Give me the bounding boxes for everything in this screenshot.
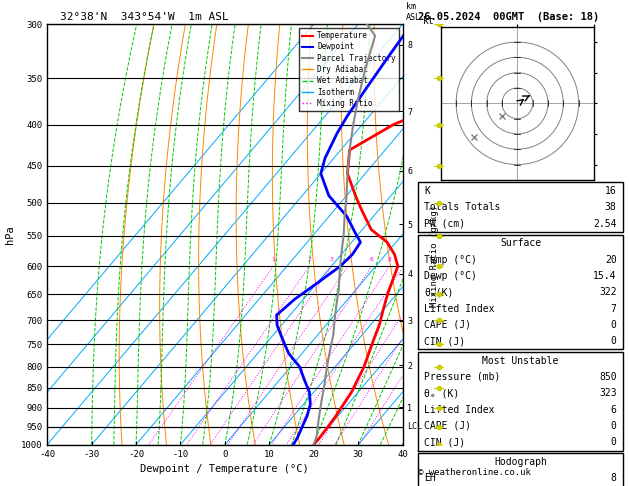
Text: Mixing Ratio (g/kg): Mixing Ratio (g/kg) bbox=[430, 205, 438, 307]
Text: 322: 322 bbox=[599, 287, 616, 297]
Text: 26.05.2024  00GMT  (Base: 18): 26.05.2024 00GMT (Base: 18) bbox=[418, 12, 599, 22]
Text: 16: 16 bbox=[605, 186, 616, 195]
Text: 6: 6 bbox=[611, 405, 616, 415]
Text: Hodograph: Hodograph bbox=[494, 457, 547, 467]
Text: Lifted Index: Lifted Index bbox=[425, 405, 495, 415]
X-axis label: Dewpoint / Temperature (°C): Dewpoint / Temperature (°C) bbox=[140, 464, 309, 474]
Text: θₑ(K): θₑ(K) bbox=[425, 287, 454, 297]
Text: Totals Totals: Totals Totals bbox=[425, 202, 501, 212]
Text: 7: 7 bbox=[611, 304, 616, 313]
Text: 850: 850 bbox=[599, 372, 616, 382]
Text: 3: 3 bbox=[330, 257, 333, 262]
Y-axis label: hPa: hPa bbox=[5, 225, 15, 244]
Text: CAPE (J): CAPE (J) bbox=[425, 320, 471, 330]
Text: 0: 0 bbox=[611, 320, 616, 330]
Text: km
ASL: km ASL bbox=[406, 2, 421, 22]
Text: 15.4: 15.4 bbox=[593, 271, 616, 281]
Text: 20: 20 bbox=[605, 255, 616, 265]
Text: Most Unstable: Most Unstable bbox=[482, 356, 559, 365]
Text: kt: kt bbox=[423, 16, 434, 26]
Text: 323: 323 bbox=[599, 388, 616, 398]
Text: 0: 0 bbox=[611, 336, 616, 347]
Text: 4: 4 bbox=[346, 257, 350, 262]
Text: CIN (J): CIN (J) bbox=[425, 437, 465, 447]
Text: CAPE (J): CAPE (J) bbox=[425, 421, 471, 431]
Text: 38: 38 bbox=[605, 202, 616, 212]
Text: Pressure (mb): Pressure (mb) bbox=[425, 372, 501, 382]
Text: K: K bbox=[425, 186, 430, 195]
Text: 1: 1 bbox=[271, 257, 275, 262]
Text: 6: 6 bbox=[370, 257, 374, 262]
Text: θₑ (K): θₑ (K) bbox=[425, 388, 460, 398]
Text: Dewp (°C): Dewp (°C) bbox=[425, 271, 477, 281]
Text: Temp (°C): Temp (°C) bbox=[425, 255, 477, 265]
Text: EH: EH bbox=[425, 473, 436, 483]
Text: Surface: Surface bbox=[500, 238, 541, 248]
Text: CIN (J): CIN (J) bbox=[425, 336, 465, 347]
Text: 8: 8 bbox=[611, 473, 616, 483]
Text: PW (cm): PW (cm) bbox=[425, 219, 465, 229]
Text: 0: 0 bbox=[611, 437, 616, 447]
Text: 8: 8 bbox=[387, 257, 391, 262]
Text: © weatheronline.co.uk: © weatheronline.co.uk bbox=[418, 468, 531, 477]
Text: 32°38'N  343°54'W  1m ASL: 32°38'N 343°54'W 1m ASL bbox=[60, 12, 228, 22]
Text: 0: 0 bbox=[611, 421, 616, 431]
Text: 2.54: 2.54 bbox=[593, 219, 616, 229]
Text: LCL: LCL bbox=[407, 422, 421, 431]
Text: Lifted Index: Lifted Index bbox=[425, 304, 495, 313]
Legend: Temperature, Dewpoint, Parcel Trajectory, Dry Adiabat, Wet Adiabat, Isotherm, Mi: Temperature, Dewpoint, Parcel Trajectory… bbox=[299, 28, 399, 111]
Text: 2: 2 bbox=[308, 257, 311, 262]
